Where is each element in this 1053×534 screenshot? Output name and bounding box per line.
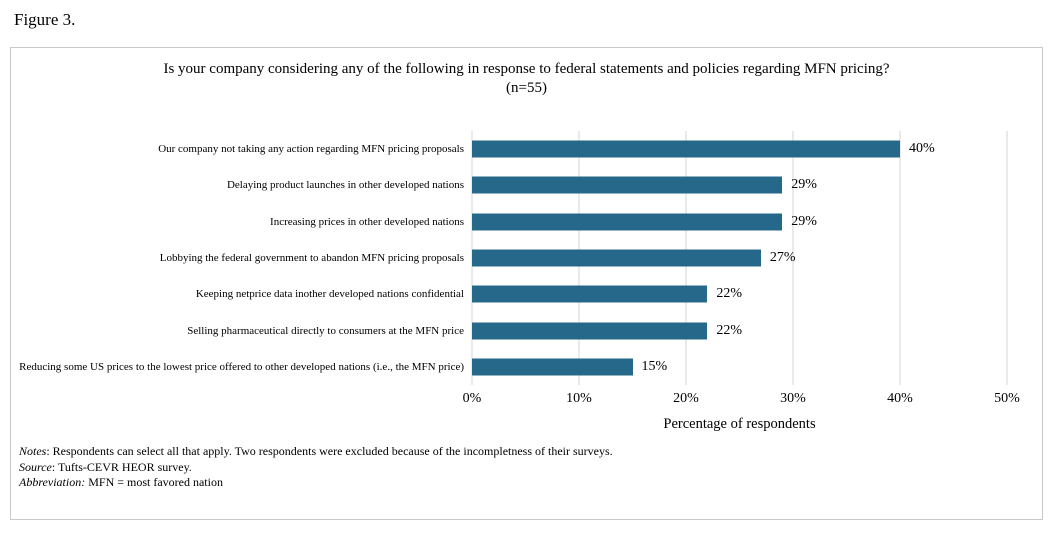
- source-line: Source: Tufts-CEVR HEOR survey.: [19, 460, 613, 476]
- value-label: 27%: [769, 249, 796, 265]
- bar-track: 29%: [472, 167, 1007, 203]
- bar-rows: Our company not taking any action regard…: [11, 131, 1007, 385]
- abbreviation-lead: Abbreviation:: [19, 475, 86, 489]
- category-label-cell: Selling pharmaceutical directly to consu…: [11, 312, 472, 348]
- category-label: Selling pharmaceutical directly to consu…: [187, 324, 464, 337]
- x-tick-label: 0%: [462, 391, 482, 406]
- category-label: Lobbying the federal government to aband…: [159, 251, 464, 264]
- bar-row: Reducing some US prices to the lowest pr…: [11, 349, 1007, 385]
- x-tick-label: 50%: [994, 391, 1020, 406]
- notes-line: Notes: Respondents can select all that a…: [19, 444, 613, 460]
- category-label: Delaying product launches in other devel…: [226, 179, 464, 192]
- x-tick-label: 10%: [566, 391, 592, 406]
- abbreviation-text: MFN = most favored nation: [85, 475, 223, 489]
- category-label: Our company not taking any action regard…: [158, 143, 464, 156]
- category-label-cell: Delaying product launches in other devel…: [11, 167, 472, 203]
- category-label-cell: Lobbying the federal government to aband…: [11, 240, 472, 276]
- bar: [472, 140, 900, 158]
- bar-row: Delaying product launches in other devel…: [11, 167, 1007, 203]
- value-label: 22%: [716, 322, 743, 338]
- gridline: [1006, 131, 1008, 385]
- source-lead: Source: [19, 459, 52, 474]
- bar: [472, 322, 708, 340]
- chart-frame: Is your company considering any of the f…: [10, 47, 1043, 520]
- notes-lead: Notes: [19, 444, 47, 458]
- gridline: [899, 131, 901, 385]
- category-label-cell: Reducing some US prices to the lowest pr…: [11, 349, 472, 385]
- source-text: : Tufts-CEVR HEOR survey.: [51, 459, 192, 474]
- x-tick-label: 30%: [780, 391, 806, 406]
- bar-row: Keeping netprice data inother developed …: [11, 276, 1007, 312]
- x-tick-label: 40%: [887, 391, 913, 406]
- abbreviation-line: Abbreviation: MFN = most favored nation: [19, 475, 613, 491]
- bar: [472, 213, 783, 231]
- bar-track: 29%: [472, 204, 1007, 240]
- category-label: Keeping netprice data inother developed …: [195, 288, 464, 301]
- bar-track: 22%: [472, 276, 1007, 312]
- bar: [472, 249, 761, 267]
- bar-track: 22%: [472, 312, 1007, 348]
- bar-row: Increasing prices in other developed nat…: [11, 204, 1007, 240]
- bar-row: Our company not taking any action regard…: [11, 131, 1007, 167]
- category-label-cell: Keeping netprice data inother developed …: [11, 276, 472, 312]
- notes-text: : Respondents can select all that apply.…: [46, 444, 613, 458]
- chart-title-block: Is your company considering any of the f…: [11, 60, 1042, 98]
- x-axis-ticks: 0% 10% 20% 30% 40% 50%: [463, 391, 1020, 409]
- category-label: Reducing some US prices to the lowest pr…: [19, 360, 464, 373]
- value-label: 29%: [791, 213, 817, 229]
- gridline: [792, 131, 794, 385]
- bar-track: 40%: [472, 131, 1007, 167]
- chart-subtitle: (n=55): [506, 79, 547, 96]
- bar-track: 15%: [472, 349, 1007, 385]
- figure-label: Figure 3.: [14, 10, 76, 29]
- value-label: 22%: [716, 286, 743, 302]
- value-label: 40%: [909, 141, 935, 157]
- bar-row: Lobbying the federal government to aband…: [11, 240, 1007, 276]
- bar-row: Selling pharmaceutical directly to consu…: [11, 312, 1007, 348]
- bar: [472, 285, 708, 303]
- category-label-cell: Our company not taking any action regard…: [11, 131, 472, 167]
- x-tick-label: 20%: [673, 391, 699, 406]
- category-label: Increasing prices in other developed nat…: [270, 215, 464, 228]
- bar: [472, 358, 633, 376]
- bar-track: 27%: [472, 240, 1007, 276]
- chart-title: Is your company considering any of the f…: [163, 61, 890, 77]
- category-label-cell: Increasing prices in other developed nat…: [11, 204, 472, 240]
- value-label: 29%: [791, 177, 817, 193]
- bar: [472, 176, 783, 194]
- notes-block: Notes: Respondents can select all that a…: [19, 444, 613, 491]
- value-label: 15%: [641, 358, 668, 374]
- x-axis-title: Percentage of respondents: [663, 416, 816, 432]
